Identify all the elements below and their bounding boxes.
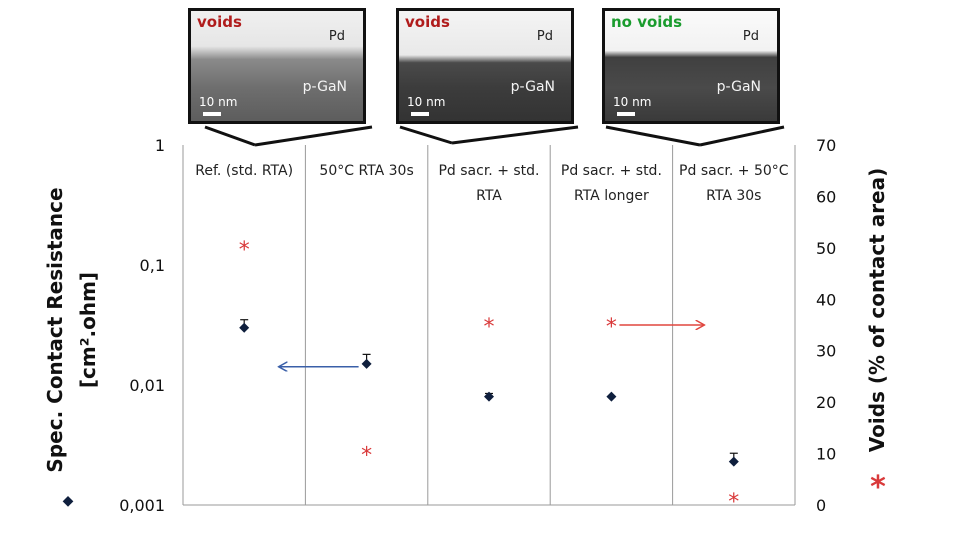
substrate-label: p-GaN bbox=[716, 79, 761, 95]
substrate-label: p-GaN bbox=[302, 79, 347, 95]
scale-label: 10 nm bbox=[199, 95, 238, 109]
category-label: Ref. (std. RTA) bbox=[195, 163, 293, 179]
category-label: Pd sacr. + std. bbox=[438, 163, 539, 179]
inset-label: no voids bbox=[611, 13, 683, 31]
void-percentage-point: * bbox=[484, 315, 495, 340]
scale-label: 10 nm bbox=[407, 95, 446, 109]
category-label: RTA 30s bbox=[706, 188, 761, 204]
metal-layer-label: Pd bbox=[742, 29, 759, 44]
y-right-tick-label: 10 bbox=[816, 445, 836, 464]
contact-resistance-point bbox=[728, 456, 739, 467]
inset-callout-line bbox=[254, 125, 373, 147]
tem-image bbox=[399, 11, 571, 121]
void-percentage-point: * bbox=[728, 490, 739, 515]
category-label: Pd sacr. + std. bbox=[561, 163, 662, 179]
inset-label: voids bbox=[405, 13, 450, 31]
y-right-tick-label: 40 bbox=[816, 290, 836, 309]
tem-image bbox=[191, 11, 363, 121]
category-label: Pd sacr. + 50°C bbox=[679, 163, 789, 179]
y-left-axis-title: Spec. Contact Resistance bbox=[43, 187, 67, 472]
void-percentage-point: * bbox=[361, 444, 372, 469]
tem-image bbox=[605, 11, 777, 121]
y-right-axis-title: Voids (% of contact area) bbox=[865, 168, 889, 453]
contact-resistance-point bbox=[361, 358, 372, 369]
inset-label: voids bbox=[197, 13, 242, 31]
substrate-label: p-GaN bbox=[510, 79, 555, 95]
contact-resistance-point bbox=[606, 391, 617, 402]
y-left-tick-label: 0,1 bbox=[140, 256, 165, 275]
contact-resistance-point bbox=[484, 391, 494, 402]
y-left-tick-label: 0,01 bbox=[129, 376, 165, 395]
void-percentage-point: * bbox=[606, 315, 617, 340]
category-label: 50°C RTA 30s bbox=[319, 163, 413, 179]
inset-callout-line bbox=[204, 125, 256, 147]
scale-bar bbox=[203, 112, 221, 116]
y-right-axis-marker-icon: * bbox=[870, 470, 886, 505]
y-left-tick-label: 0,001 bbox=[119, 496, 165, 515]
category-label: RTA longer bbox=[574, 188, 649, 204]
tem-inset-3: no voids Pd p-GaN 10 nm bbox=[602, 8, 780, 124]
tem-inset-2: voids Pd p-GaN 10 nm bbox=[396, 8, 574, 124]
y-right-tick-label: 70 bbox=[816, 136, 836, 155]
scale-bar bbox=[411, 112, 429, 116]
y-right-tick-label: 0 bbox=[816, 496, 826, 515]
y-right-tick-label: 20 bbox=[816, 393, 836, 412]
y-right-tick-label: 60 bbox=[816, 187, 836, 206]
contact-resistance-point bbox=[239, 322, 250, 333]
y-left-axis-marker-icon: ◆ bbox=[63, 493, 74, 509]
metal-layer-label: Pd bbox=[328, 29, 345, 44]
y-right-tick-label: 50 bbox=[816, 239, 836, 258]
y-right-tick-label: 30 bbox=[816, 342, 836, 361]
inset-callout-line bbox=[451, 125, 579, 145]
y-left-axis-title: [cm².ohm] bbox=[76, 272, 100, 388]
inset-callout-line bbox=[699, 125, 785, 147]
scale-bar bbox=[617, 112, 635, 116]
scale-label: 10 nm bbox=[613, 95, 652, 109]
inset-callout-line bbox=[605, 125, 701, 147]
category-label: RTA bbox=[476, 188, 502, 204]
void-percentage-point: * bbox=[239, 238, 250, 263]
tem-inset-1: voids Pd p-GaN 10 nm bbox=[188, 8, 366, 124]
inset-callout-line bbox=[399, 125, 453, 145]
metal-layer-label: Pd bbox=[536, 29, 553, 44]
y-left-tick-label: 1 bbox=[155, 136, 165, 155]
